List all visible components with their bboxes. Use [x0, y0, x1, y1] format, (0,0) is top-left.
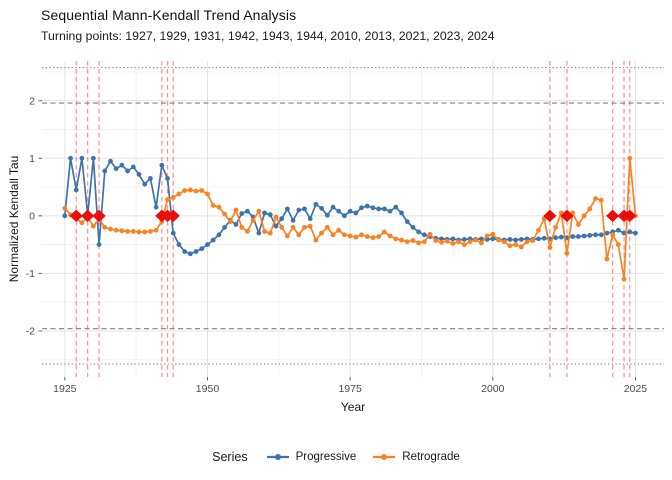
- legend-key-retrograde-icon: [373, 454, 396, 460]
- x-tick-labels: 1925 1950 1975 2000 2025: [53, 383, 647, 395]
- svg-text:-1: -1: [26, 268, 35, 280]
- y-gridlines-minor: [42, 71, 664, 361]
- svg-text:2000: 2000: [481, 383, 505, 395]
- legend-key-progressive-icon: [266, 454, 289, 460]
- y-tick-labels: -2 -1 0 1 2: [26, 95, 36, 337]
- svg-text:1975: 1975: [338, 383, 362, 395]
- svg-text:1950: 1950: [196, 383, 220, 395]
- svg-text:2025: 2025: [624, 383, 648, 395]
- svg-text:0: 0: [29, 210, 35, 222]
- plot-subtitle: Turning points: 1927, 1929, 1931, 1942, …: [41, 29, 495, 43]
- significance-dashed-lines: [42, 102, 664, 330]
- legend-label-progressive: Progressive: [295, 451, 357, 463]
- legend-item-progressive: Progressive: [266, 451, 357, 463]
- legend-item-retrograde: Retrograde: [372, 451, 460, 463]
- legend-title: Series: [212, 450, 248, 464]
- svg-text:1: 1: [29, 153, 35, 165]
- svg-text:2: 2: [29, 95, 35, 107]
- legend-label-retrograde: Retrograde: [402, 451, 460, 463]
- critical-dotted-lines: [42, 67, 664, 365]
- chart-canvas: 1925 1950 1975 2000 2025 -2 -1 0 1 2: [26, 61, 664, 395]
- x-axis-title: Year: [340, 400, 366, 414]
- plot-title: Sequential Mann-Kendall Trend Analysis: [41, 7, 297, 23]
- y-tick-marks: [38, 100, 42, 332]
- svg-text:1925: 1925: [53, 383, 77, 395]
- legend: Series Progressive Retrograde: [0, 444, 672, 470]
- x-gridlines-major: [64, 61, 636, 377]
- y-axis-title: Normalized Kendall Tau: [7, 155, 21, 283]
- svg-text:-2: -2: [26, 326, 35, 338]
- x-tick-marks: [64, 377, 636, 381]
- turning-point-diamonds: [69, 209, 637, 223]
